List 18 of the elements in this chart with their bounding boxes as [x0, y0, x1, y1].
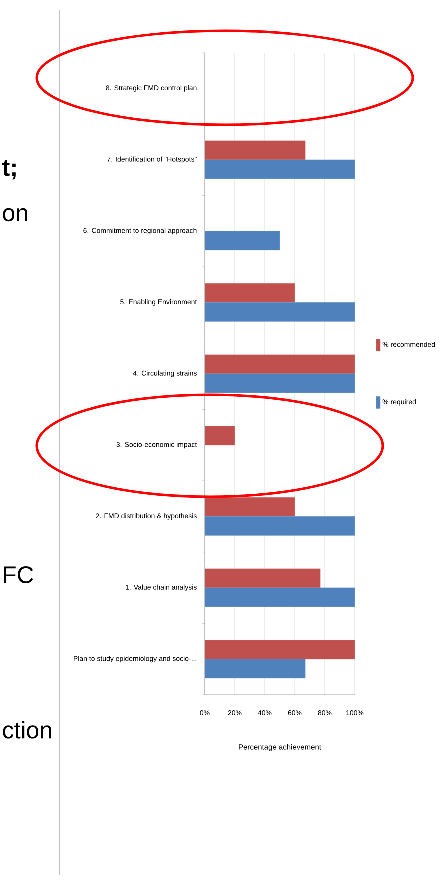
text: t; [2, 160, 16, 180]
bar [205, 283, 296, 303]
bar [205, 640, 355, 660]
bar [205, 426, 236, 446]
bar [205, 140, 306, 160]
bar [205, 497, 296, 517]
text: on [3, 208, 28, 222]
bar [205, 516, 355, 536]
bar [205, 568, 321, 588]
bar [205, 160, 355, 180]
bar [205, 374, 355, 394]
bar [205, 231, 280, 251]
bar [205, 588, 355, 608]
bar [205, 354, 355, 374]
text: ction [3, 721, 52, 739]
text: FC [4, 566, 34, 584]
bar [205, 659, 306, 679]
bar [205, 302, 355, 322]
